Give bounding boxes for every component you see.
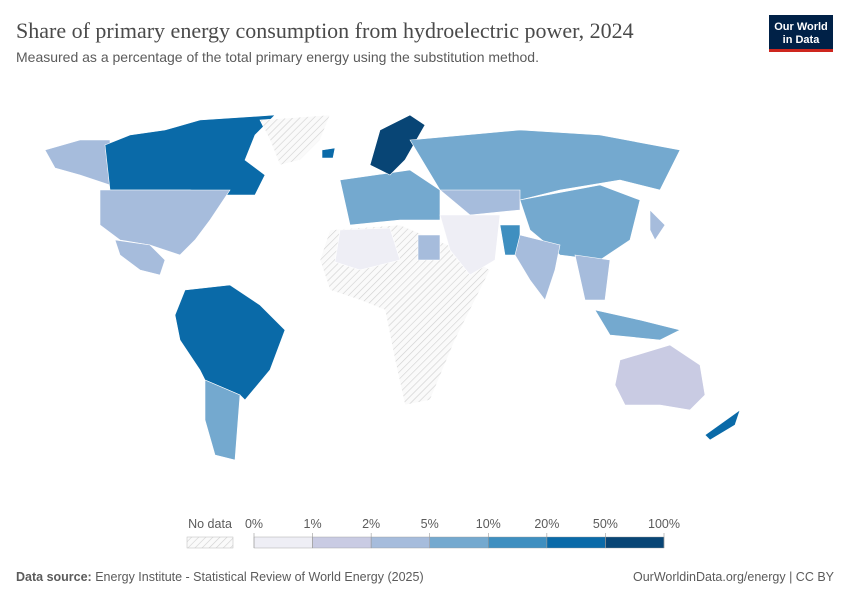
country[interactable] <box>334 227 401 271</box>
country[interactable] <box>259 114 331 166</box>
logo-line: Our World <box>774 21 828 33</box>
country[interactable] <box>99 189 231 256</box>
legend-label: 5% <box>421 517 439 531</box>
legend-swatch <box>546 536 606 549</box>
country[interactable] <box>439 214 501 276</box>
source-text: Energy Institute - Statistical Review of… <box>95 570 423 584</box>
source: Data source: Energy Institute - Statisti… <box>16 570 424 584</box>
license[interactable]: OurWorldinData.org/energy | CC BY <box>633 570 835 584</box>
logo[interactable]: Our World in Data <box>769 15 833 52</box>
country[interactable] <box>44 139 111 186</box>
country[interactable] <box>649 209 666 241</box>
country[interactable] <box>174 284 286 401</box>
legend-label: 10% <box>476 517 501 531</box>
country[interactable] <box>614 344 706 411</box>
legend-label: No data <box>188 517 232 531</box>
legend-swatch <box>605 536 665 549</box>
legend-swatch <box>429 536 489 549</box>
country[interactable] <box>704 409 741 441</box>
country[interactable] <box>594 309 681 341</box>
legend-label: 0% <box>245 517 263 531</box>
map <box>44 114 741 461</box>
legend-label: 2% <box>362 517 380 531</box>
legend-label: 20% <box>534 517 559 531</box>
country[interactable] <box>519 184 641 261</box>
country[interactable] <box>574 254 611 301</box>
country[interactable] <box>409 129 681 201</box>
country[interactable] <box>369 114 426 176</box>
legend-label: 100% <box>648 517 680 531</box>
legend-label: 1% <box>304 517 322 531</box>
source-label: Data source: <box>16 570 92 584</box>
subtitle: Measured as a percentage of the total pr… <box>16 49 539 65</box>
title: Share of primary energy consumption from… <box>16 18 634 43</box>
country[interactable] <box>321 147 336 159</box>
legend-swatch <box>186 536 234 549</box>
country[interactable] <box>114 239 166 276</box>
country[interactable] <box>417 234 441 261</box>
country[interactable] <box>204 379 241 461</box>
legend-swatch <box>312 536 372 549</box>
legend-label: 50% <box>593 517 618 531</box>
legend-swatch <box>253 536 313 549</box>
country[interactable] <box>104 114 276 196</box>
country[interactable] <box>514 234 561 301</box>
country[interactable] <box>339 169 441 226</box>
legend-swatch <box>488 536 548 549</box>
legend-swatch <box>370 536 430 549</box>
logo-line: in Data <box>783 34 821 46</box>
country[interactable] <box>439 189 521 216</box>
legend: No data 0% 1% 2% 5% 10% 20% 50% 100% <box>186 517 680 549</box>
